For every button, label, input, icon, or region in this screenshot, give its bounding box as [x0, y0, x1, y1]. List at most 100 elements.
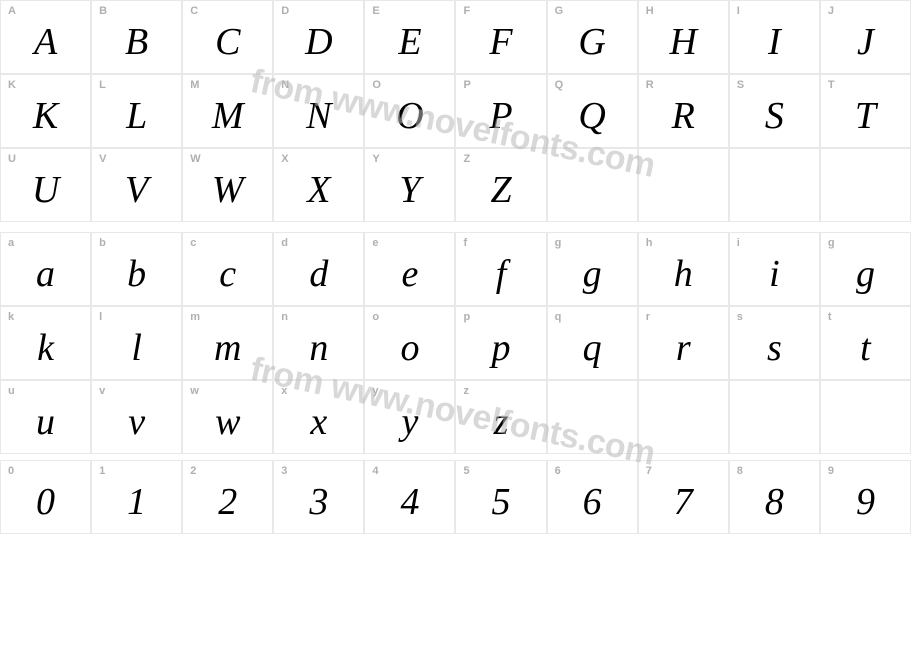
cell-key-label: H — [646, 5, 654, 17]
glyph-cell: rr — [638, 306, 729, 380]
glyph-cell: SS — [729, 74, 820, 148]
glyph-cell: kk — [0, 306, 91, 380]
glyph-cell: OO — [364, 74, 455, 148]
cell-key-label: Y — [372, 153, 379, 165]
cell-key-label: 2 — [190, 465, 196, 477]
cell-glyph: x — [274, 403, 363, 441]
cell-glyph: 4 — [365, 483, 454, 521]
glyph-cell: YY — [364, 148, 455, 222]
glyph-cell: zz — [455, 380, 546, 454]
cell-glyph: b — [92, 255, 181, 293]
glyph-cell: gg — [547, 232, 638, 306]
cell-key-label: E — [372, 5, 379, 17]
cell-key-label: N — [281, 79, 289, 91]
cell-glyph: F — [456, 23, 545, 61]
cell-glyph: 0 — [1, 483, 90, 521]
cell-glyph: f — [456, 255, 545, 293]
glyph-cell: XX — [273, 148, 364, 222]
glyph-cell: 66 — [547, 460, 638, 534]
glyph-cell: cc — [182, 232, 273, 306]
cell-glyph: o — [365, 329, 454, 367]
glyph-cell: 44 — [364, 460, 455, 534]
cell-key-label: m — [190, 311, 200, 323]
cell-key-label: v — [99, 385, 105, 397]
glyph-cell: aa — [0, 232, 91, 306]
cell-key-label: I — [737, 5, 740, 17]
cell-key-label: d — [281, 237, 288, 249]
cell-glyph: u — [1, 403, 90, 441]
glyph-cell: EE — [364, 0, 455, 74]
cell-glyph: W — [183, 171, 272, 209]
cell-key-label: X — [281, 153, 288, 165]
cell-key-label: 1 — [99, 465, 105, 477]
cell-glyph: c — [183, 255, 272, 293]
glyph-cell: QQ — [547, 74, 638, 148]
glyph-cell: BB — [91, 0, 182, 74]
glyph-cell: AA — [0, 0, 91, 74]
cell-key-label: A — [8, 5, 16, 17]
cell-key-label: p — [463, 311, 470, 323]
cell-key-label: f — [463, 237, 467, 249]
cell-glyph: B — [92, 23, 181, 61]
cell-glyph: s — [730, 329, 819, 367]
glyph-cell: KK — [0, 74, 91, 148]
glyph-cell: 55 — [455, 460, 546, 534]
glyph-cell: tt — [820, 306, 911, 380]
cell-glyph: Y — [365, 171, 454, 209]
cell-key-label: q — [555, 311, 562, 323]
glyph-cell: 88 — [729, 460, 820, 534]
section-gap — [0, 222, 911, 232]
cell-key-label: T — [828, 79, 835, 91]
cell-key-label: y — [372, 385, 378, 397]
glyph-cell: 77 — [638, 460, 729, 534]
cell-key-label: Z — [463, 153, 470, 165]
cell-glyph: I — [730, 23, 819, 61]
glyph-cell: ZZ — [455, 148, 546, 222]
glyph-cell: GG — [547, 0, 638, 74]
glyph-cell: RR — [638, 74, 729, 148]
glyph-cell: MM — [182, 74, 273, 148]
lowercase-grid: aabbccddeeffgghhiiggkkllmmnnooppqqrrsstt… — [0, 232, 911, 454]
cell-key-label: l — [99, 311, 102, 323]
glyph-cell — [638, 380, 729, 454]
cell-glyph: p — [456, 329, 545, 367]
cell-glyph: l — [92, 329, 181, 367]
glyph-cell: LL — [91, 74, 182, 148]
cell-glyph: z — [456, 403, 545, 441]
cell-key-label: C — [190, 5, 198, 17]
cell-glyph: r — [639, 329, 728, 367]
cell-key-label: B — [99, 5, 107, 17]
glyph-cell: FF — [455, 0, 546, 74]
glyph-cell: nn — [273, 306, 364, 380]
cell-key-label: 6 — [555, 465, 561, 477]
cell-key-label: e — [372, 237, 378, 249]
glyph-cell: hh — [638, 232, 729, 306]
glyph-cell: bb — [91, 232, 182, 306]
cell-glyph: q — [548, 329, 637, 367]
cell-glyph: E — [365, 23, 454, 61]
glyph-cell: ss — [729, 306, 820, 380]
cell-key-label: 3 — [281, 465, 287, 477]
cell-key-label: a — [8, 237, 14, 249]
cell-key-label: o — [372, 311, 379, 323]
cell-key-label: 7 — [646, 465, 652, 477]
cell-glyph: U — [1, 171, 90, 209]
cell-glyph: T — [821, 97, 910, 135]
cell-glyph: 7 — [639, 483, 728, 521]
glyph-cell: uu — [0, 380, 91, 454]
cell-glyph: 3 — [274, 483, 363, 521]
cell-glyph: D — [274, 23, 363, 61]
glyph-cell: HH — [638, 0, 729, 74]
cell-glyph: t — [821, 329, 910, 367]
cell-key-label: s — [737, 311, 743, 323]
cell-glyph: k — [1, 329, 90, 367]
cell-glyph: g — [548, 255, 637, 293]
glyph-cell — [820, 148, 911, 222]
glyph-cell: oo — [364, 306, 455, 380]
cell-glyph: P — [456, 97, 545, 135]
glyph-cell: UU — [0, 148, 91, 222]
cell-key-label: t — [828, 311, 832, 323]
glyph-cell: ll — [91, 306, 182, 380]
cell-key-label: k — [8, 311, 14, 323]
cell-key-label: U — [8, 153, 16, 165]
